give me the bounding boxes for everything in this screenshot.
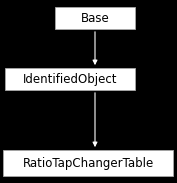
FancyBboxPatch shape [55,7,135,29]
FancyBboxPatch shape [5,68,135,90]
Text: RatioTapChangerTable: RatioTapChangerTable [22,156,154,169]
Text: IdentifiedObject: IdentifiedObject [23,72,117,85]
Text: Base: Base [81,12,109,25]
FancyBboxPatch shape [3,150,173,176]
